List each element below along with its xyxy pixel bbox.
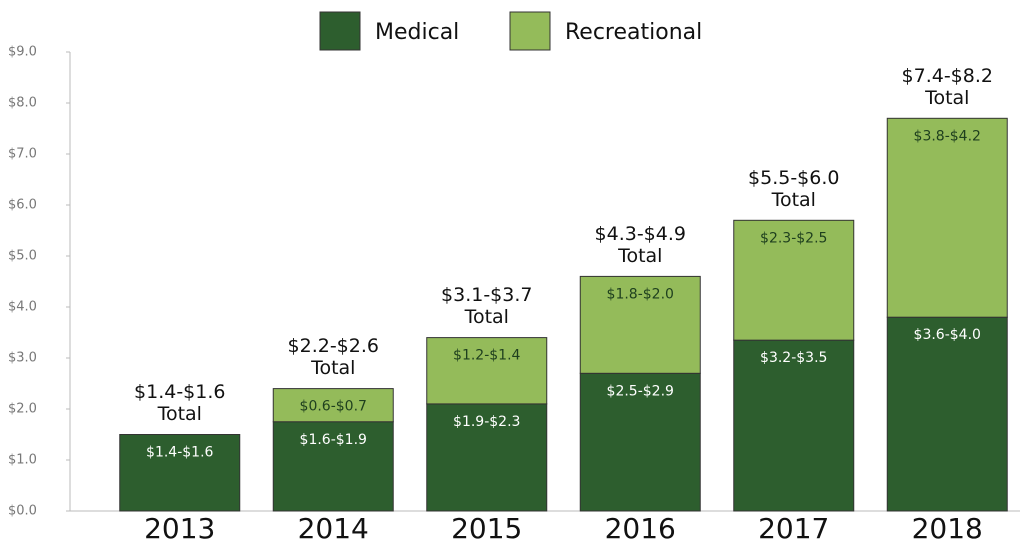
total-label: Total [924,87,969,109]
total-label: Total [464,306,509,328]
total-label: Total [617,245,662,267]
y-tick-label: $2.0 [8,402,37,417]
value-label: $1.6-$1.9 [300,432,367,448]
value-label: $2.3-$2.5 [760,230,827,246]
y-tick-label: $3.0 [8,351,37,366]
total-label: Total [157,403,202,425]
bar-segment [426,337,548,405]
value-label: $1.8-$2.0 [607,286,674,302]
total-label: Total [771,189,816,211]
value-label: $3.8-$4.2 [914,128,981,144]
value-label: $2.5-$2.9 [607,383,674,399]
bar-segment [579,275,701,374]
x-tick-label: 2015 [451,512,522,545]
bar-segment [272,388,394,423]
y-tick-label: $8.0 [8,96,37,111]
bar-segment [119,434,241,512]
bar-segment [733,219,855,341]
x-tick-label: 2017 [758,512,829,545]
value-label: $3.2-$3.5 [760,350,827,366]
bar-segment [272,421,394,512]
total-label: $7.4-$8.2 [902,65,993,87]
bar-segment [886,117,1008,318]
y-tick-label: $7.0 [8,147,37,162]
total-label: $2.2-$2.6 [288,335,379,357]
y-tick-label: $1.0 [8,453,37,468]
bar-segment [886,316,1008,512]
total-label: $4.3-$4.9 [595,223,686,245]
legend-swatch [509,11,551,51]
x-tick-label: 2013 [144,512,215,545]
total-label: $5.5-$6.0 [748,167,839,189]
x-tick-label: 2016 [605,512,676,545]
value-label: $1.4-$1.6 [146,445,213,461]
bar-segment [733,339,855,512]
legend-label: Recreational [565,20,702,45]
legend-swatch [319,11,361,51]
total-label: $3.1-$3.7 [441,284,532,306]
y-tick-label: $9.0 [8,45,37,60]
y-tick-label: $6.0 [8,198,37,213]
value-label: $1.9-$2.3 [453,414,520,430]
total-label: $1.4-$1.6 [134,381,225,403]
x-tick-label: 2014 [298,512,369,545]
legend-label: Medical [375,20,459,45]
value-label: $0.6-$0.7 [300,399,367,415]
value-label: $3.6-$4.0 [914,327,981,343]
value-label: $1.2-$1.4 [453,348,520,364]
bar-segment [579,372,701,512]
y-tick-label: $0.0 [8,504,37,519]
y-tick-label: $5.0 [8,249,37,264]
total-label: Total [310,357,355,379]
y-tick-label: $4.0 [8,300,37,315]
x-tick-label: 2018 [912,512,983,545]
